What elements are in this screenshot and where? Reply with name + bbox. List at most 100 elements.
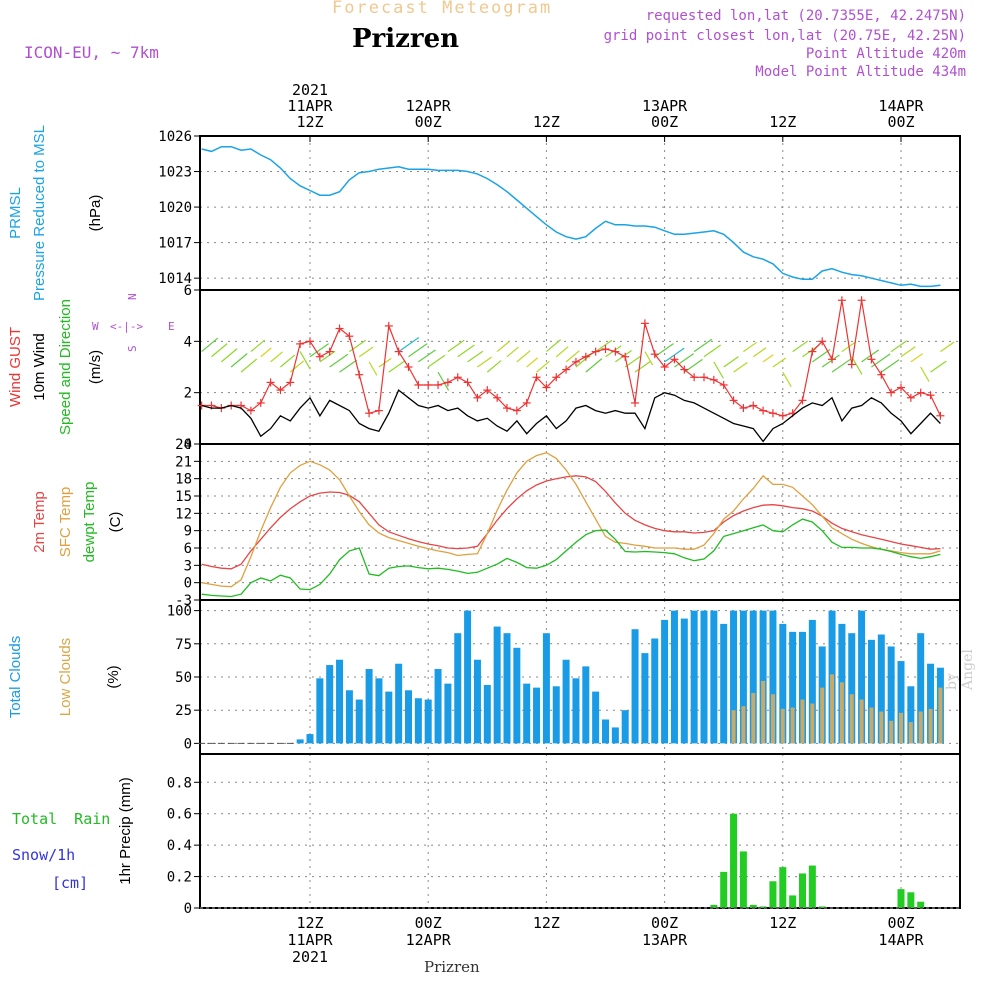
panel-axis-label: (C) (107, 512, 124, 533)
total-clouds-bar (700, 610, 708, 744)
wind-arrow (496, 340, 510, 353)
wind-arrow (260, 347, 272, 358)
bottom-time-label: 13APR (642, 931, 688, 949)
total-clouds-bar (562, 659, 570, 744)
rain-bar (759, 906, 767, 908)
wind-arrow (930, 360, 947, 373)
y-tick-label: 1017 (158, 236, 192, 252)
low-clouds-bar (820, 687, 825, 744)
low-clouds-bar (790, 707, 795, 744)
total-clouds-bar (395, 663, 403, 744)
pressure-line (201, 145, 941, 288)
compass-n: N (126, 293, 139, 300)
wind-arrow (358, 346, 374, 358)
total-clouds-bar (631, 629, 639, 744)
wind-arrow (289, 360, 305, 373)
wind-arrow (733, 362, 748, 373)
wind-arrow (299, 351, 311, 370)
total-clouds-bar (611, 727, 619, 744)
rain-bar (789, 895, 797, 908)
y-tick-label: -3 (175, 593, 192, 609)
rain-bar (897, 889, 905, 908)
wind-arrow (427, 354, 446, 368)
rain-bar (779, 867, 787, 908)
panel-frame (199, 443, 961, 601)
panel-axis-label: Wind GUST (7, 327, 24, 407)
total-clouds-bar (316, 678, 324, 744)
wind-arrow (940, 341, 955, 353)
wind-arrow (536, 360, 550, 373)
total-clouds-bar (680, 618, 688, 744)
low-clouds-bar (928, 708, 933, 744)
y-tick-label: 50 (175, 670, 192, 686)
total-clouds-bar (917, 633, 925, 744)
wind-arrow (437, 371, 450, 391)
wind-arrow (683, 358, 703, 373)
wind-arrow (664, 347, 685, 363)
wind-arrow (782, 371, 792, 387)
grid-point-coords: grid point closest lon,lat (20.75E, 42.2… (603, 28, 966, 44)
wind-arrow (743, 341, 758, 353)
y-tick-label: 0.2 (167, 870, 192, 886)
wind-arrow (585, 358, 603, 373)
panel-axis-label: dewpt Temp (81, 482, 98, 563)
rain-bar (769, 881, 777, 908)
low-clouds-bar (889, 720, 894, 744)
y-tick-label: 1014 (158, 271, 192, 287)
y-tick-label: 9 (184, 524, 192, 540)
total-clouds-bar (858, 610, 866, 744)
rain-bar (710, 904, 718, 908)
low-clouds-bar (839, 682, 844, 744)
y-tick-label: 0 (184, 901, 192, 917)
panel-frame (199, 135, 961, 291)
total-clouds-bar (306, 734, 314, 744)
total-clouds-bar (641, 653, 649, 744)
wind-arrow (408, 343, 428, 358)
y-tick-label: 18 (175, 472, 192, 488)
bottom-time-label: 12Z (533, 914, 560, 932)
wind-arrow (240, 358, 258, 373)
top-time-label: 2021 (292, 81, 328, 99)
wind-arrow (467, 350, 484, 363)
header-top-title: Forecast Meteogram (332, 0, 553, 18)
y-tick-label: 3 (184, 558, 192, 574)
y-tick-label: 100 (167, 604, 192, 620)
total-clouds-bar (345, 690, 353, 744)
total-clouds-bar (907, 686, 915, 744)
snow-label: Snow/1h (12, 846, 76, 864)
wind-arrow (526, 357, 539, 368)
y-tick-label: 0 (184, 437, 192, 453)
panel-frame (199, 753, 961, 909)
wind-arrow (821, 354, 840, 368)
wind-arrow (309, 343, 330, 358)
y-tick-label: 1023 (158, 165, 192, 181)
y-tick-label: 6 (184, 283, 192, 299)
low-clouds-bar (849, 694, 854, 744)
wind-arrow (280, 354, 296, 368)
wind-arrow (270, 351, 283, 363)
y-tick-label: 1026 (158, 129, 192, 145)
wind-arrow (723, 356, 739, 368)
wind-arrow (230, 353, 248, 368)
compass-s: S (126, 345, 139, 352)
total-clouds-bar (789, 631, 797, 744)
top-time-label: 14APR (878, 97, 924, 115)
low-clouds-bar (899, 712, 903, 744)
y-tick-label: 0 (184, 576, 192, 592)
rain-bar (739, 851, 747, 908)
total-clouds-bar (454, 633, 462, 744)
wind-arrow (871, 353, 891, 368)
wind-arrow (201, 337, 219, 353)
wind-arrow (477, 356, 493, 368)
bottom-time-label: 00Z (415, 914, 442, 932)
wind-arrow (900, 346, 916, 358)
bottom-time-label: 11APR (287, 931, 333, 949)
temp-dewpt-line (201, 518, 941, 598)
top-time-label: 12Z (533, 113, 560, 131)
panel-axis-label: Low Clouds (57, 638, 74, 716)
total-clouds-bar (542, 633, 550, 744)
model-label: ICON-EU, ~ 7km (24, 43, 159, 62)
wind-arrow (250, 339, 266, 353)
compass-ew-arrow: <-|-> (110, 320, 143, 333)
requested-coords: requested lon,lat (20.7355E, 42.2475N) (645, 8, 966, 24)
